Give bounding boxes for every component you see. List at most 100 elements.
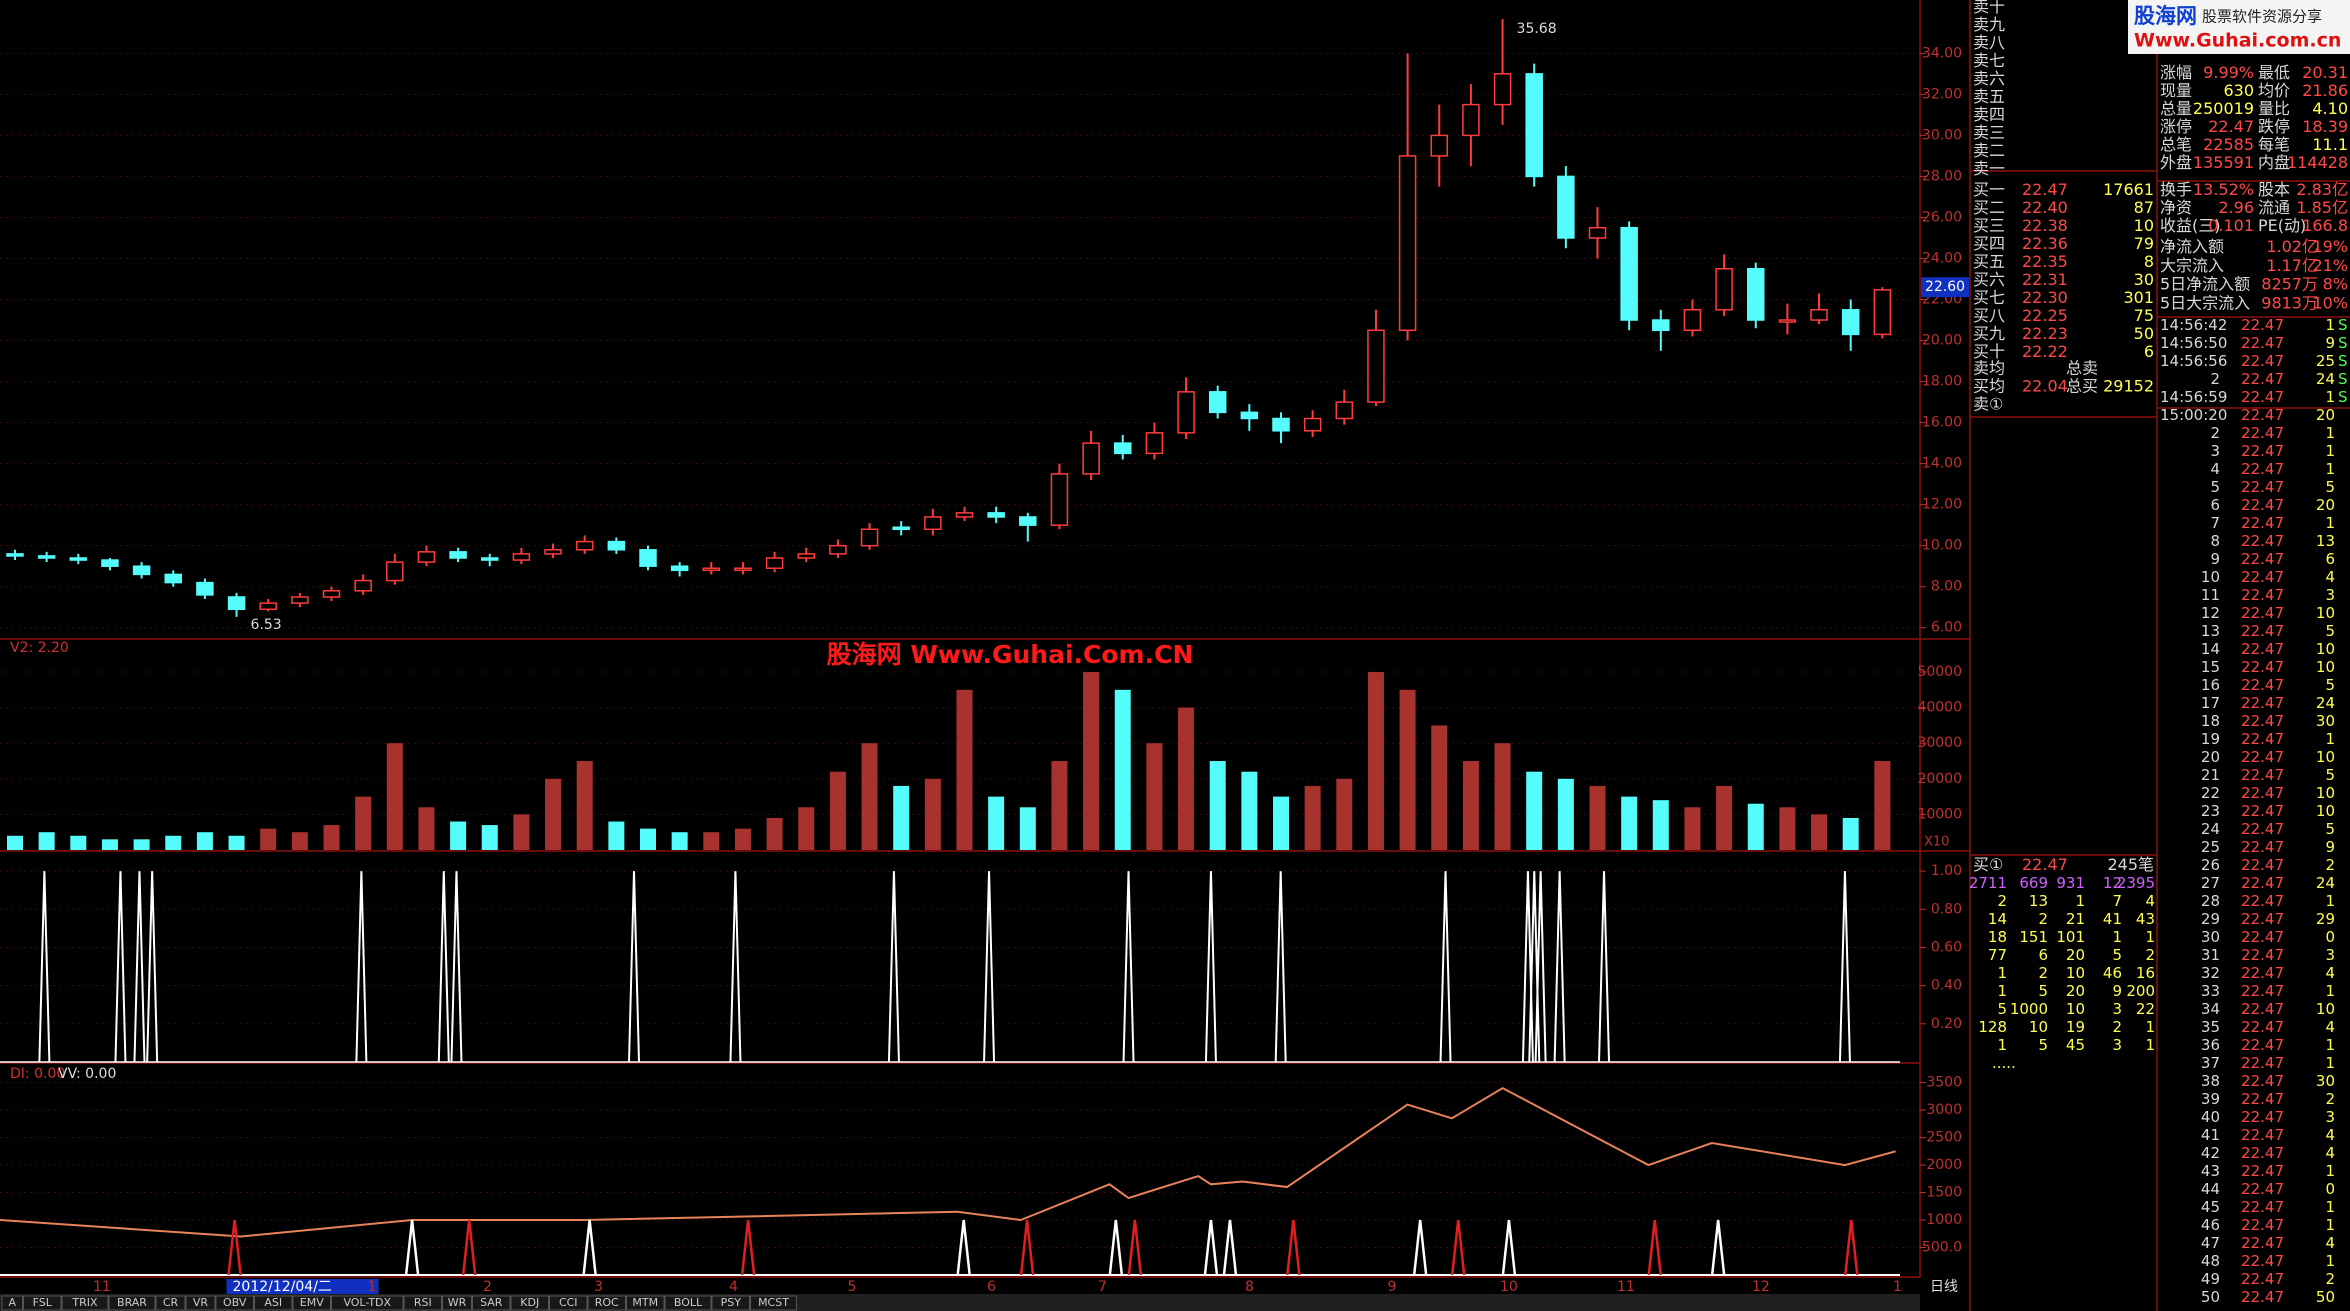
indicator-tab[interactable] [108, 1295, 156, 1311]
volume-bar [260, 828, 277, 850]
tab-label[interactable]: A [8, 1296, 16, 1309]
tab-label[interactable]: OBV [223, 1296, 247, 1309]
candle-body [164, 573, 182, 584]
candle-body [512, 553, 531, 561]
tab-label[interactable]: EMV [300, 1296, 324, 1309]
tick-time: 39 [2201, 1090, 2220, 1108]
tab-label[interactable]: VR [193, 1296, 209, 1309]
tab-label[interactable]: BRAR [117, 1296, 147, 1309]
tab-label[interactable]: CR [163, 1296, 179, 1309]
indicator-tab[interactable] [664, 1295, 712, 1311]
tab-label[interactable]: MCST [758, 1296, 789, 1309]
queue-volume: 18 [1988, 928, 2007, 946]
tab-label[interactable]: BOLL [674, 1296, 703, 1309]
indicator-tab[interactable] [750, 1295, 797, 1311]
y-tick-label: 28.00 [1922, 168, 1962, 184]
tab-label[interactable]: SAR [480, 1296, 503, 1309]
tick-volume: 50 [2316, 1288, 2335, 1306]
indicator-tab[interactable] [155, 1295, 186, 1311]
volume-bar [1431, 725, 1448, 850]
volume-bar [228, 835, 245, 850]
indicator-tab[interactable] [215, 1295, 254, 1311]
signal-spike [38, 871, 51, 1063]
queue-volume: 12 [2103, 874, 2122, 892]
indicator-tab[interactable] [292, 1295, 331, 1311]
tick-volume: 1 [2325, 982, 2335, 1000]
tab-label[interactable]: CCI [559, 1296, 578, 1309]
tick-time: 25 [2201, 838, 2220, 856]
tick-volume: 10 [2316, 1000, 2335, 1018]
sell-level-label: 卖二 [1973, 141, 2005, 160]
volume-bar [101, 839, 118, 850]
tick-price: 22.47 [2241, 1288, 2284, 1306]
y-tick-label: 16.00 [1922, 415, 1962, 431]
tick-price: 22.47 [2241, 748, 2284, 766]
indicator-tab[interactable] [626, 1295, 665, 1311]
stat-value: 135591 [2193, 153, 2254, 172]
buy-level-label: 买十 [1973, 342, 2005, 361]
volume-bar [1494, 743, 1511, 850]
candle-body [734, 567, 752, 572]
indicator-tab[interactable] [23, 1295, 62, 1311]
indicator-tab[interactable] [331, 1295, 404, 1311]
tab-label[interactable]: RSI [414, 1296, 432, 1309]
indicator-tab[interactable] [403, 1295, 442, 1311]
candle-body [1335, 401, 1354, 420]
stat-key: 现量 [2160, 81, 2192, 100]
tick-time: 16 [2201, 676, 2220, 694]
tick-price: 22.47 [2241, 370, 2284, 388]
buy-level-label: 买二 [1973, 198, 2005, 217]
candle-body [892, 526, 910, 531]
candle-body [1715, 267, 1733, 311]
tick-price: 22.47 [2241, 766, 2284, 784]
tab-label[interactable]: VOL-TDX [343, 1296, 391, 1309]
tick-time: 42 [2201, 1144, 2220, 1162]
indicator-tab[interactable] [510, 1295, 549, 1311]
tab-label[interactable]: WR [448, 1296, 467, 1309]
indicator-tab[interactable] [185, 1295, 216, 1311]
indicator-tab[interactable] [472, 1295, 511, 1311]
tick-time: 47 [2201, 1234, 2220, 1252]
volume-bar [513, 814, 530, 850]
tick-time: 11 [2201, 586, 2220, 604]
tick-volume: 1 [2325, 1162, 2335, 1180]
date-label: 10 [1500, 1279, 1518, 1295]
indicator-tab[interactable] [442, 1295, 472, 1311]
indicator-tab[interactable] [61, 1295, 109, 1311]
tick-price: 22.47 [2241, 1126, 2284, 1144]
tab-label[interactable]: MTM [632, 1296, 658, 1309]
sell-level-label: 卖五 [1973, 87, 2005, 106]
signal-spike [355, 871, 368, 1063]
volume-bar [196, 832, 213, 850]
stat-value: 4.10 [2312, 99, 2348, 118]
tab-label[interactable]: ASI [264, 1296, 282, 1309]
tick-price: 22.47 [2241, 1180, 2284, 1198]
tick-time: 29 [2201, 910, 2220, 928]
indicator-tab[interactable] [1, 1295, 23, 1311]
tick-time: 20 [2201, 748, 2220, 766]
tick-volume: 30 [2316, 1072, 2335, 1090]
queue-volume: 41 [2103, 910, 2122, 928]
signal-marker [1127, 1219, 1143, 1276]
tick-volume: 5 [2325, 820, 2335, 838]
tab-label[interactable]: TRIX [71, 1296, 98, 1309]
tab-label[interactable]: FSL [33, 1296, 53, 1309]
queue-volume: 5 [1997, 1000, 2007, 1018]
tab-label[interactable]: ROC [595, 1296, 619, 1309]
indicator-tab[interactable] [549, 1295, 588, 1311]
volume-bar [1526, 771, 1543, 850]
indicator-tab[interactable] [254, 1295, 293, 1311]
signal-marker [1222, 1219, 1238, 1276]
tick-time: 34 [2201, 1000, 2220, 1018]
queue-volume: 6 [2038, 946, 2048, 964]
indicator-tab[interactable] [711, 1295, 750, 1311]
indicator-tab[interactable] [587, 1295, 626, 1311]
tab-label[interactable]: PSY [721, 1296, 742, 1309]
signal-marker [1412, 1219, 1428, 1276]
volume-bar [1209, 761, 1226, 850]
tab-label[interactable]: KDJ [520, 1296, 539, 1309]
queue-label: 买① [1973, 855, 2003, 874]
tick-volume: 9 [2325, 334, 2335, 352]
volume-bar [1652, 800, 1669, 850]
tick-price: 22.47 [2241, 316, 2284, 334]
